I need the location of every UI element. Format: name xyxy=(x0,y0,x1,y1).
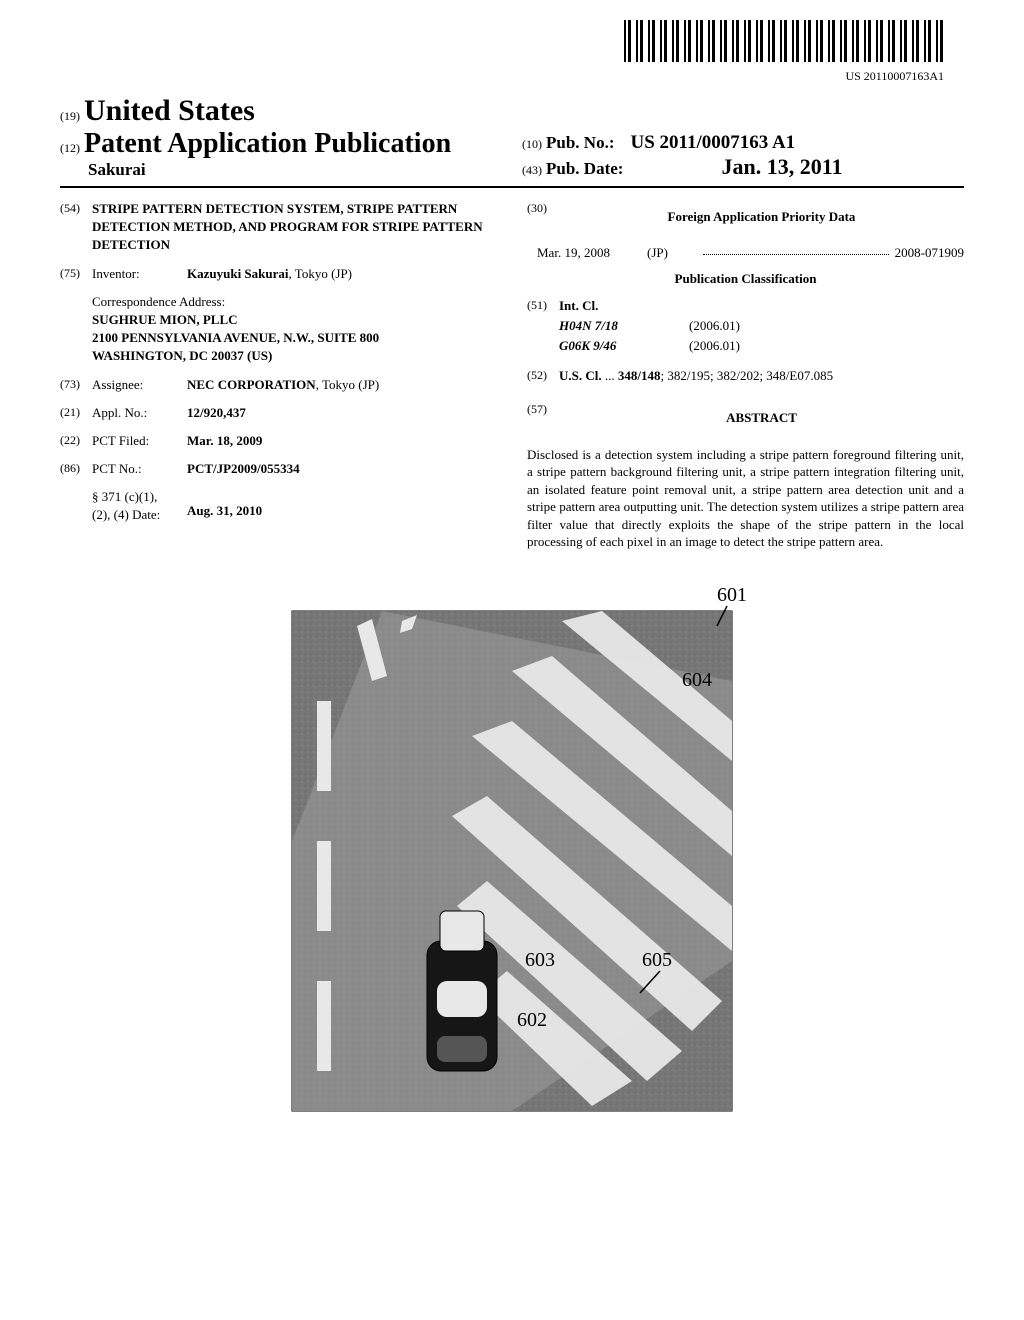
doctype: Patent Application Publication xyxy=(84,128,451,159)
dots xyxy=(703,244,889,255)
intcl-row: H04N 7/18(2006.01) xyxy=(559,317,964,335)
assignee-name: NEC CORPORATION xyxy=(187,377,316,392)
pctfiled-num: (22) xyxy=(60,432,92,449)
corr-name: SUGHRUE MION, PLLC xyxy=(92,311,497,329)
inventor-name: Kazuyuki Sakurai xyxy=(187,266,289,281)
uscl-label: U.S. Cl. xyxy=(559,368,602,383)
intcl-label: Int. Cl. xyxy=(559,298,598,313)
s371-label: § 371 (c)(1), (2), (4) Date: xyxy=(92,488,187,524)
barcode-text: US 20110007163A1 xyxy=(60,69,944,84)
foreign-cc: (JP) xyxy=(647,244,697,262)
foreign-heading: Foreign Application Priority Data xyxy=(559,208,964,226)
intcl-ver: (2006.01) xyxy=(689,317,740,335)
left-column: (54) STRIPE PATTERN DETECTION SYSTEM, ST… xyxy=(60,200,497,551)
right-column: (30) Foreign Application Priority Data M… xyxy=(527,200,964,551)
inventor-loc: , Tokyo (JP) xyxy=(289,266,353,281)
patent-figure: 601 604 603 605 602 xyxy=(262,581,762,1131)
doctype-num: (12) xyxy=(60,141,80,155)
abstract-text: Disclosed is a detection system includin… xyxy=(527,446,964,551)
inventor-num: (75) xyxy=(60,265,92,282)
intcl-num: (51) xyxy=(527,297,559,314)
intcl-code: G06K 9/46 xyxy=(559,337,689,355)
pubdate-num: (43) xyxy=(522,163,542,177)
country: United States xyxy=(84,94,255,127)
barcode xyxy=(624,20,944,62)
corr-label: Correspondence Address: xyxy=(92,293,497,311)
foreign-appno: 2008-071909 xyxy=(895,244,964,262)
abstract-heading: ABSTRACT xyxy=(559,409,964,427)
pctno-val: PCT/JP2009/055334 xyxy=(187,461,300,476)
assignee-num: (73) xyxy=(60,376,92,393)
uscl-num: (52) xyxy=(527,367,559,384)
figure-area: 601 604 603 605 602 xyxy=(60,581,964,1136)
pubclass-heading: Publication Classification xyxy=(527,270,964,288)
pubno-val: US 2011/0007163 A1 xyxy=(630,132,795,153)
label-604: 604 xyxy=(682,669,712,691)
pctno-num: (86) xyxy=(60,460,92,477)
author: Sakurai xyxy=(88,160,146,179)
pctfiled-label: PCT Filed: xyxy=(92,432,187,450)
pubdate-val: Jan. 13, 2011 xyxy=(721,154,842,179)
uscl-val-first: 348/148 xyxy=(618,368,661,383)
foreign-date: Mar. 19, 2008 xyxy=(537,244,647,262)
header: (19) United States (12) Patent Applicati… xyxy=(60,94,964,188)
pctno-label: PCT No.: xyxy=(92,460,187,478)
pubno-label: Pub. No.: xyxy=(546,133,614,152)
label-605: 605 xyxy=(642,949,672,971)
corr-addr2: WASHINGTON, DC 20037 (US) xyxy=(92,347,497,365)
label-601: 601 xyxy=(717,584,747,606)
intcl-code: H04N 7/18 xyxy=(559,317,689,335)
uscl-val-rest: ; 382/195; 382/202; 348/E07.085 xyxy=(661,368,834,383)
corr-addr1: 2100 PENNSYLVANIA AVENUE, N.W., SUITE 80… xyxy=(92,329,497,347)
pubno-num: (10) xyxy=(522,137,542,151)
country-num: (19) xyxy=(60,109,80,123)
label-603: 603 xyxy=(525,949,555,971)
assignee-loc: , Tokyo (JP) xyxy=(316,377,380,392)
inventor-label: Inventor: xyxy=(92,265,187,283)
foreign-num: (30) xyxy=(527,200,559,217)
assignee-label: Assignee: xyxy=(92,376,187,394)
s371-val: Aug. 31, 2010 xyxy=(187,503,262,518)
applno-label: Appl. No.: xyxy=(92,404,187,422)
intcl-ver: (2006.01) xyxy=(689,337,740,355)
abstract-num: (57) xyxy=(527,401,559,418)
barcode-area: US 20110007163A1 xyxy=(60,20,964,84)
pubdate-label: Pub. Date: xyxy=(546,159,623,178)
pctfiled-val: Mar. 18, 2009 xyxy=(187,433,262,448)
intcl-row: G06K 9/46(2006.01) xyxy=(559,337,964,355)
invention-title: STRIPE PATTERN DETECTION SYSTEM, STRIPE … xyxy=(92,200,497,255)
applno-val: 12/920,437 xyxy=(187,405,246,420)
applno-num: (21) xyxy=(60,404,92,421)
title-num: (54) xyxy=(60,200,92,217)
label-602: 602 xyxy=(517,1009,547,1031)
